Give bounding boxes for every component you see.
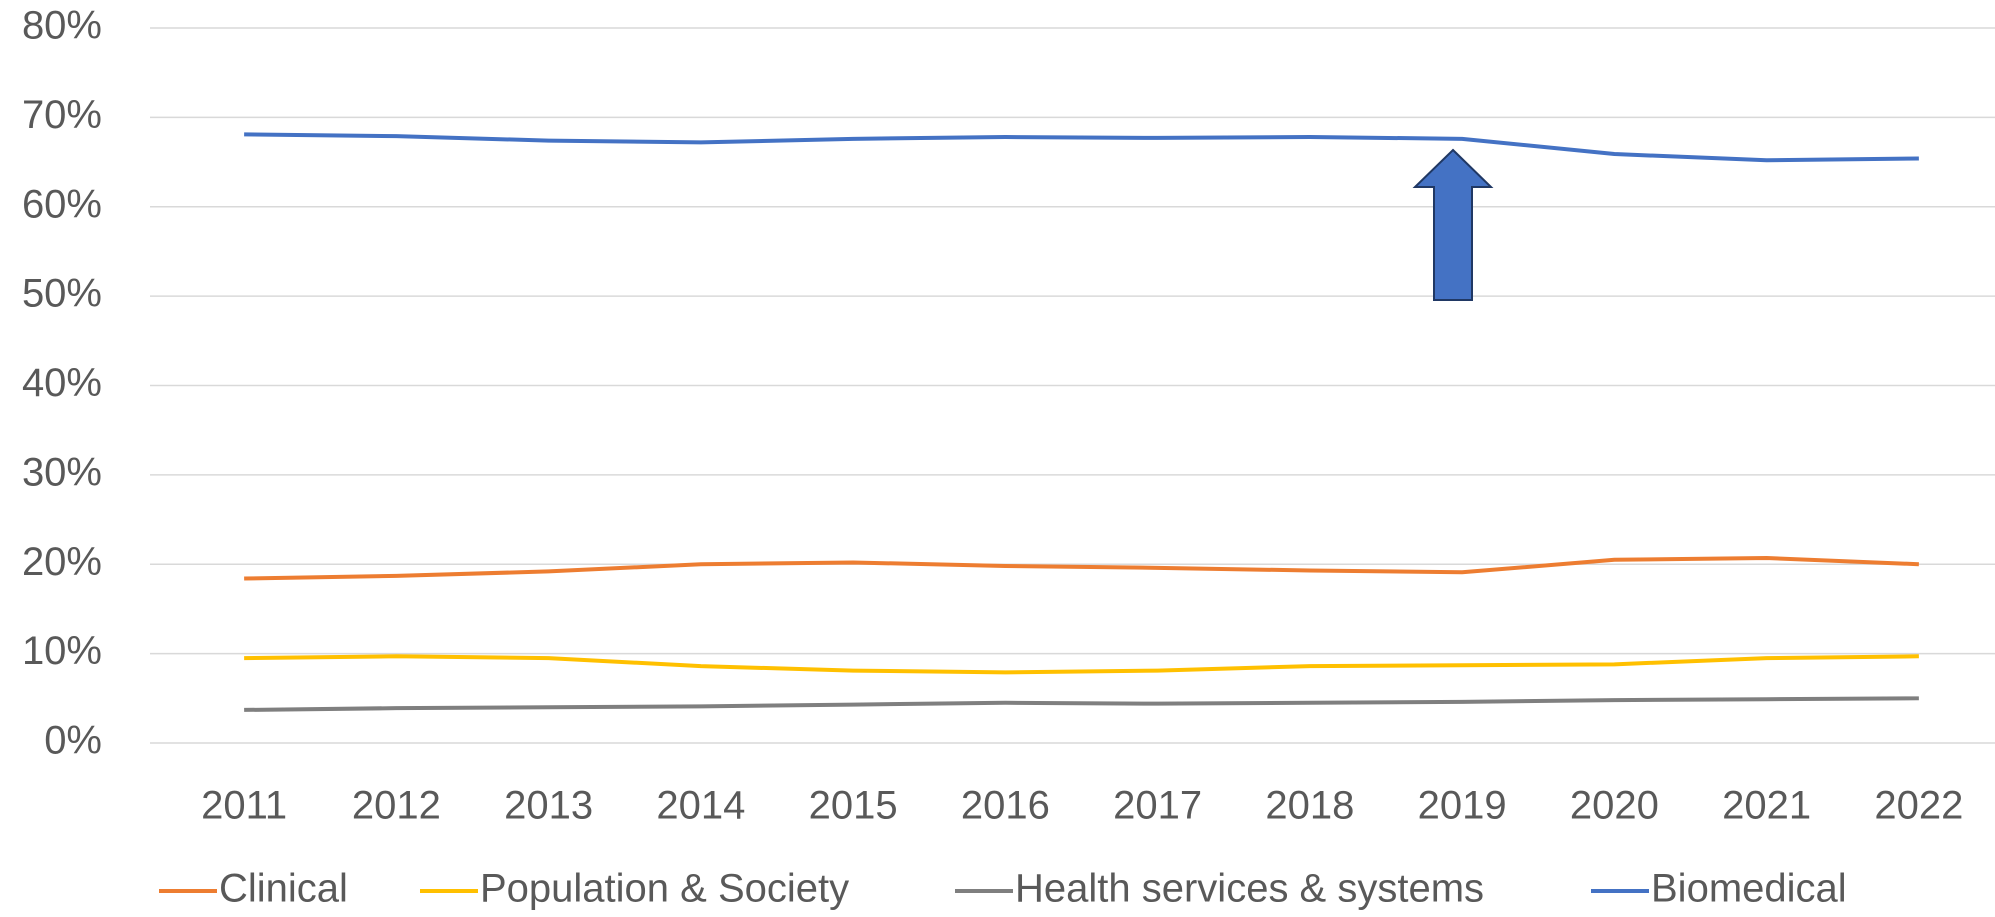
x-tick-label: 2018: [1265, 784, 1354, 828]
x-tick-label: 2015: [809, 784, 898, 828]
x-tick-label: 2011: [201, 784, 287, 828]
x-tick-label: 2013: [504, 784, 593, 828]
arrow: [1412, 148, 1494, 301]
y-tick-label: 70%: [22, 93, 102, 137]
legend-label: Population & Society: [480, 867, 849, 911]
series-line: [244, 132, 1919, 163]
legend-label: Biomedical: [1651, 867, 1847, 911]
y-tick-label: 60%: [22, 182, 102, 226]
y-tick-label: 0%: [44, 719, 102, 763]
x-tick-label: 2014: [656, 784, 745, 828]
y-tick-label: 20%: [22, 540, 102, 584]
x-tick-label: 2019: [1418, 784, 1507, 828]
x-tick-label: 2012: [352, 784, 441, 828]
series-line: [244, 696, 1919, 712]
y-tick-label: 40%: [22, 361, 102, 405]
y-tick-label: 30%: [22, 450, 102, 494]
x-tick-label: 2022: [1874, 784, 1963, 828]
y-tick-label: 80%: [22, 4, 102, 48]
x-tick-label: 2017: [1113, 784, 1202, 828]
x-tick-label: 2021: [1722, 784, 1811, 828]
series-line: [244, 654, 1919, 675]
legend-label: Clinical: [219, 867, 348, 911]
x-tick-label: 2016: [961, 784, 1050, 828]
legend-label: Health services & systems: [1015, 867, 1484, 911]
y-tick-label: 10%: [22, 629, 102, 673]
x-tick-label: 2020: [1570, 784, 1659, 828]
y-tick-label: 50%: [22, 272, 102, 316]
series-line: [244, 555, 1919, 581]
